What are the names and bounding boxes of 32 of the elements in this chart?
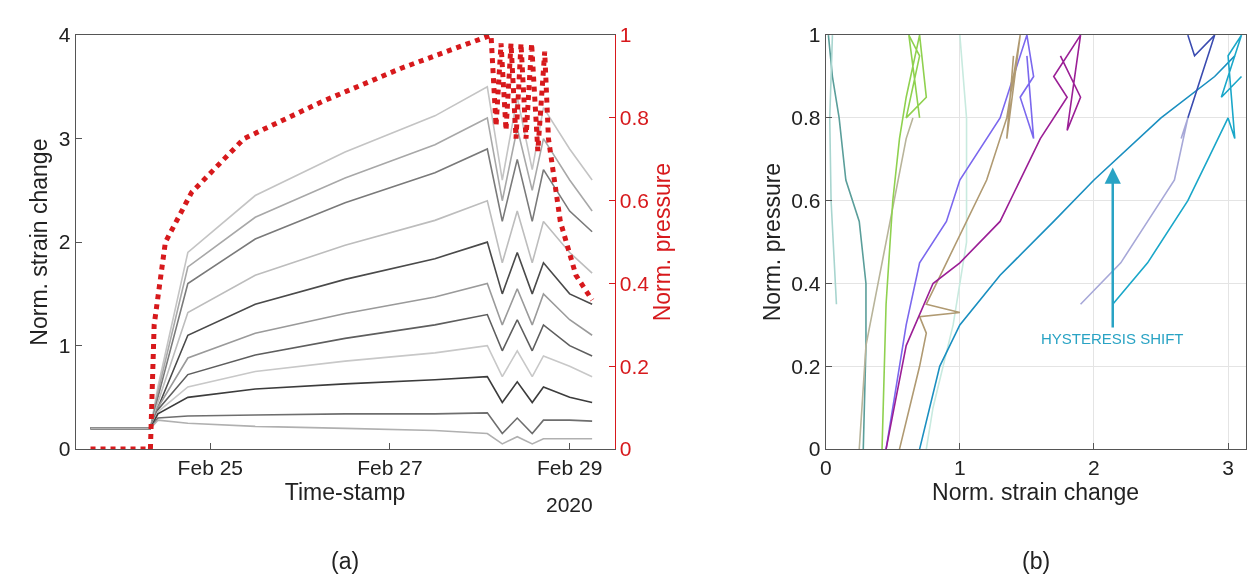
y-axis-title: Norm. pressure — [758, 162, 785, 322]
x-axis-title: Time-stamp — [284, 479, 406, 506]
y-tick-label: 4 — [58, 23, 71, 47]
text: (b) — [1022, 548, 1051, 574]
y2-tick-label: 1 — [619, 23, 632, 47]
y-tick-label: 0.2 — [791, 354, 821, 378]
y2-tick-label: 0 — [619, 437, 632, 461]
x-tick-label: Feb 29 — [536, 456, 603, 480]
text: (a) — [331, 548, 360, 574]
y-tick-label: 1 — [808, 23, 821, 47]
x-axis-title: Norm. strain change — [932, 479, 1140, 506]
y-tick-label: 0.6 — [791, 189, 821, 213]
annotation: HYSTERESIS SHIFT — [1041, 330, 1184, 347]
y-tick-label: 0.4 — [791, 271, 821, 295]
y2-tick-label: 0.4 — [619, 271, 650, 295]
x-tick-label: 3 — [1222, 456, 1234, 480]
y2-tick-label: 0.6 — [619, 189, 649, 213]
x-tick-label: Feb 27 — [357, 456, 423, 480]
x-tick-label: 2 — [1088, 456, 1100, 480]
y-axis-title: Norm. strain change — [26, 138, 53, 346]
y-tick-label: 0 — [808, 437, 821, 461]
x-tick-label: 1 — [954, 456, 966, 480]
y2-tick-label: 0.8 — [619, 106, 649, 130]
y-tick-label: 1 — [58, 333, 71, 357]
text: 2020 — [546, 493, 593, 516]
y2-tick-label: 0.2 — [619, 354, 649, 378]
y2-axis-title: Norm. pressure — [649, 162, 676, 322]
y-tick-label: 0 — [58, 437, 71, 461]
x-tick-label: Feb 25 — [177, 456, 244, 480]
y-tick-label: 0.8 — [791, 106, 821, 130]
y-tick-label: 2 — [58, 230, 71, 254]
y-tick-label: 3 — [58, 126, 71, 150]
